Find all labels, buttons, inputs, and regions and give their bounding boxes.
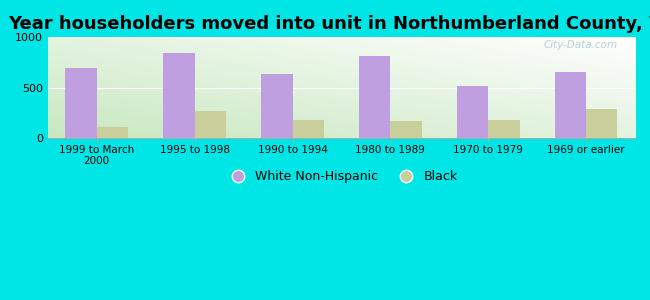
Text: City-Data.com: City-Data.com	[543, 40, 618, 50]
Bar	[292, 120, 324, 138]
Bar	[554, 72, 586, 138]
Bar	[359, 56, 391, 138]
Title: Year householders moved into unit in Northumberland County, VA: Year householders moved into unit in Nor…	[8, 15, 650, 33]
Bar	[194, 111, 226, 138]
Bar	[261, 74, 292, 138]
Legend: White Non-Hispanic, Black: White Non-Hispanic, Black	[220, 165, 463, 188]
Bar	[97, 127, 128, 138]
Bar	[391, 121, 422, 138]
Bar	[66, 68, 97, 138]
Bar	[457, 85, 488, 138]
Bar	[586, 109, 618, 138]
Bar	[488, 120, 519, 138]
Bar	[163, 53, 194, 138]
